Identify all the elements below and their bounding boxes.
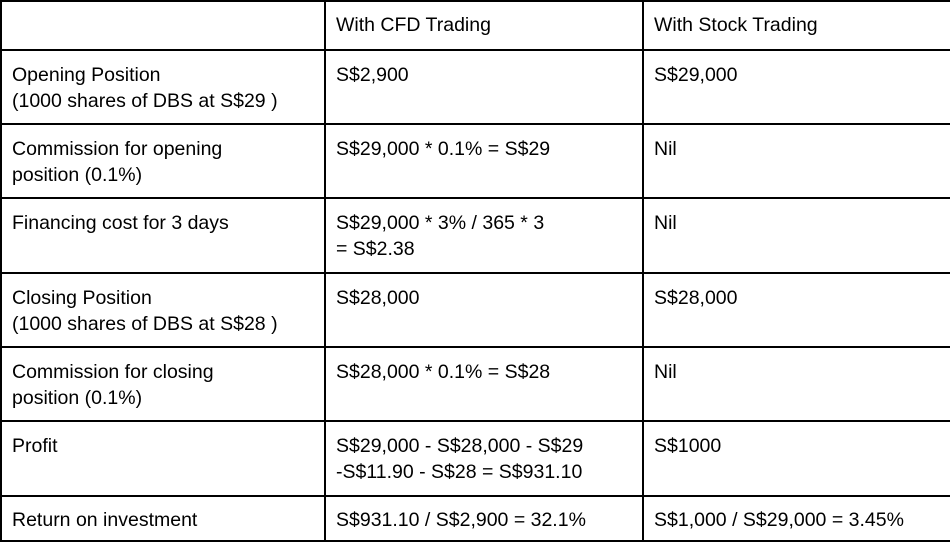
stock-value: Nil	[642, 197, 950, 274]
row-label: Financing cost for 3 days	[0, 197, 326, 274]
cfd-value: S$2,900	[324, 49, 644, 125]
row-label: Commission for opening position (0.1%)	[0, 123, 326, 199]
cfd-value: S$29,000 * 0.1% = S$29	[324, 123, 644, 199]
cfd-value: S$28,000 * 0.1% = S$28	[324, 346, 644, 422]
row-label: Opening Position (1000 shares of DBS at …	[0, 49, 326, 125]
row-label: Closing Position (1000 shares of DBS at …	[0, 272, 326, 348]
table-row: Commission for opening position (0.1%) S…	[0, 123, 950, 199]
stock-value: S$1000	[642, 420, 950, 497]
table-row: Profit S$29,000 - S$28,000 - S$29 -S$11.…	[0, 420, 950, 497]
cfd-value: S$29,000 * 3% / 365 * 3 = S$2.38	[324, 197, 644, 274]
row-label: Profit	[0, 420, 326, 497]
stock-value: Nil	[642, 123, 950, 199]
cfd-value: S$28,000	[324, 272, 644, 348]
header-cell-empty	[0, 0, 326, 51]
table-row: Return on investment S$931.10 / S$2,900 …	[0, 495, 950, 542]
stock-value: S$1,000 / S$29,000 = 3.45%	[642, 495, 950, 542]
table-header-row: With CFD Trading With Stock Trading	[0, 0, 950, 51]
table-row: Closing Position (1000 shares of DBS at …	[0, 272, 950, 348]
stock-value: Nil	[642, 346, 950, 422]
cfd-value: S$29,000 - S$28,000 - S$29 -S$11.90 - S$…	[324, 420, 644, 497]
table-row: Commission for closing position (0.1%) S…	[0, 346, 950, 422]
row-label: Return on investment	[0, 495, 326, 542]
table-row: Financing cost for 3 days S$29,000 * 3% …	[0, 197, 950, 274]
cfd-value: S$931.10 / S$2,900 = 32.1%	[324, 495, 644, 542]
table-row: Opening Position (1000 shares of DBS at …	[0, 49, 950, 125]
header-cell-stock: With Stock Trading	[642, 0, 950, 51]
row-label: Commission for closing position (0.1%)	[0, 346, 326, 422]
stock-value: S$29,000	[642, 49, 950, 125]
stock-value: S$28,000	[642, 272, 950, 348]
header-cell-cfd: With CFD Trading	[324, 0, 644, 51]
